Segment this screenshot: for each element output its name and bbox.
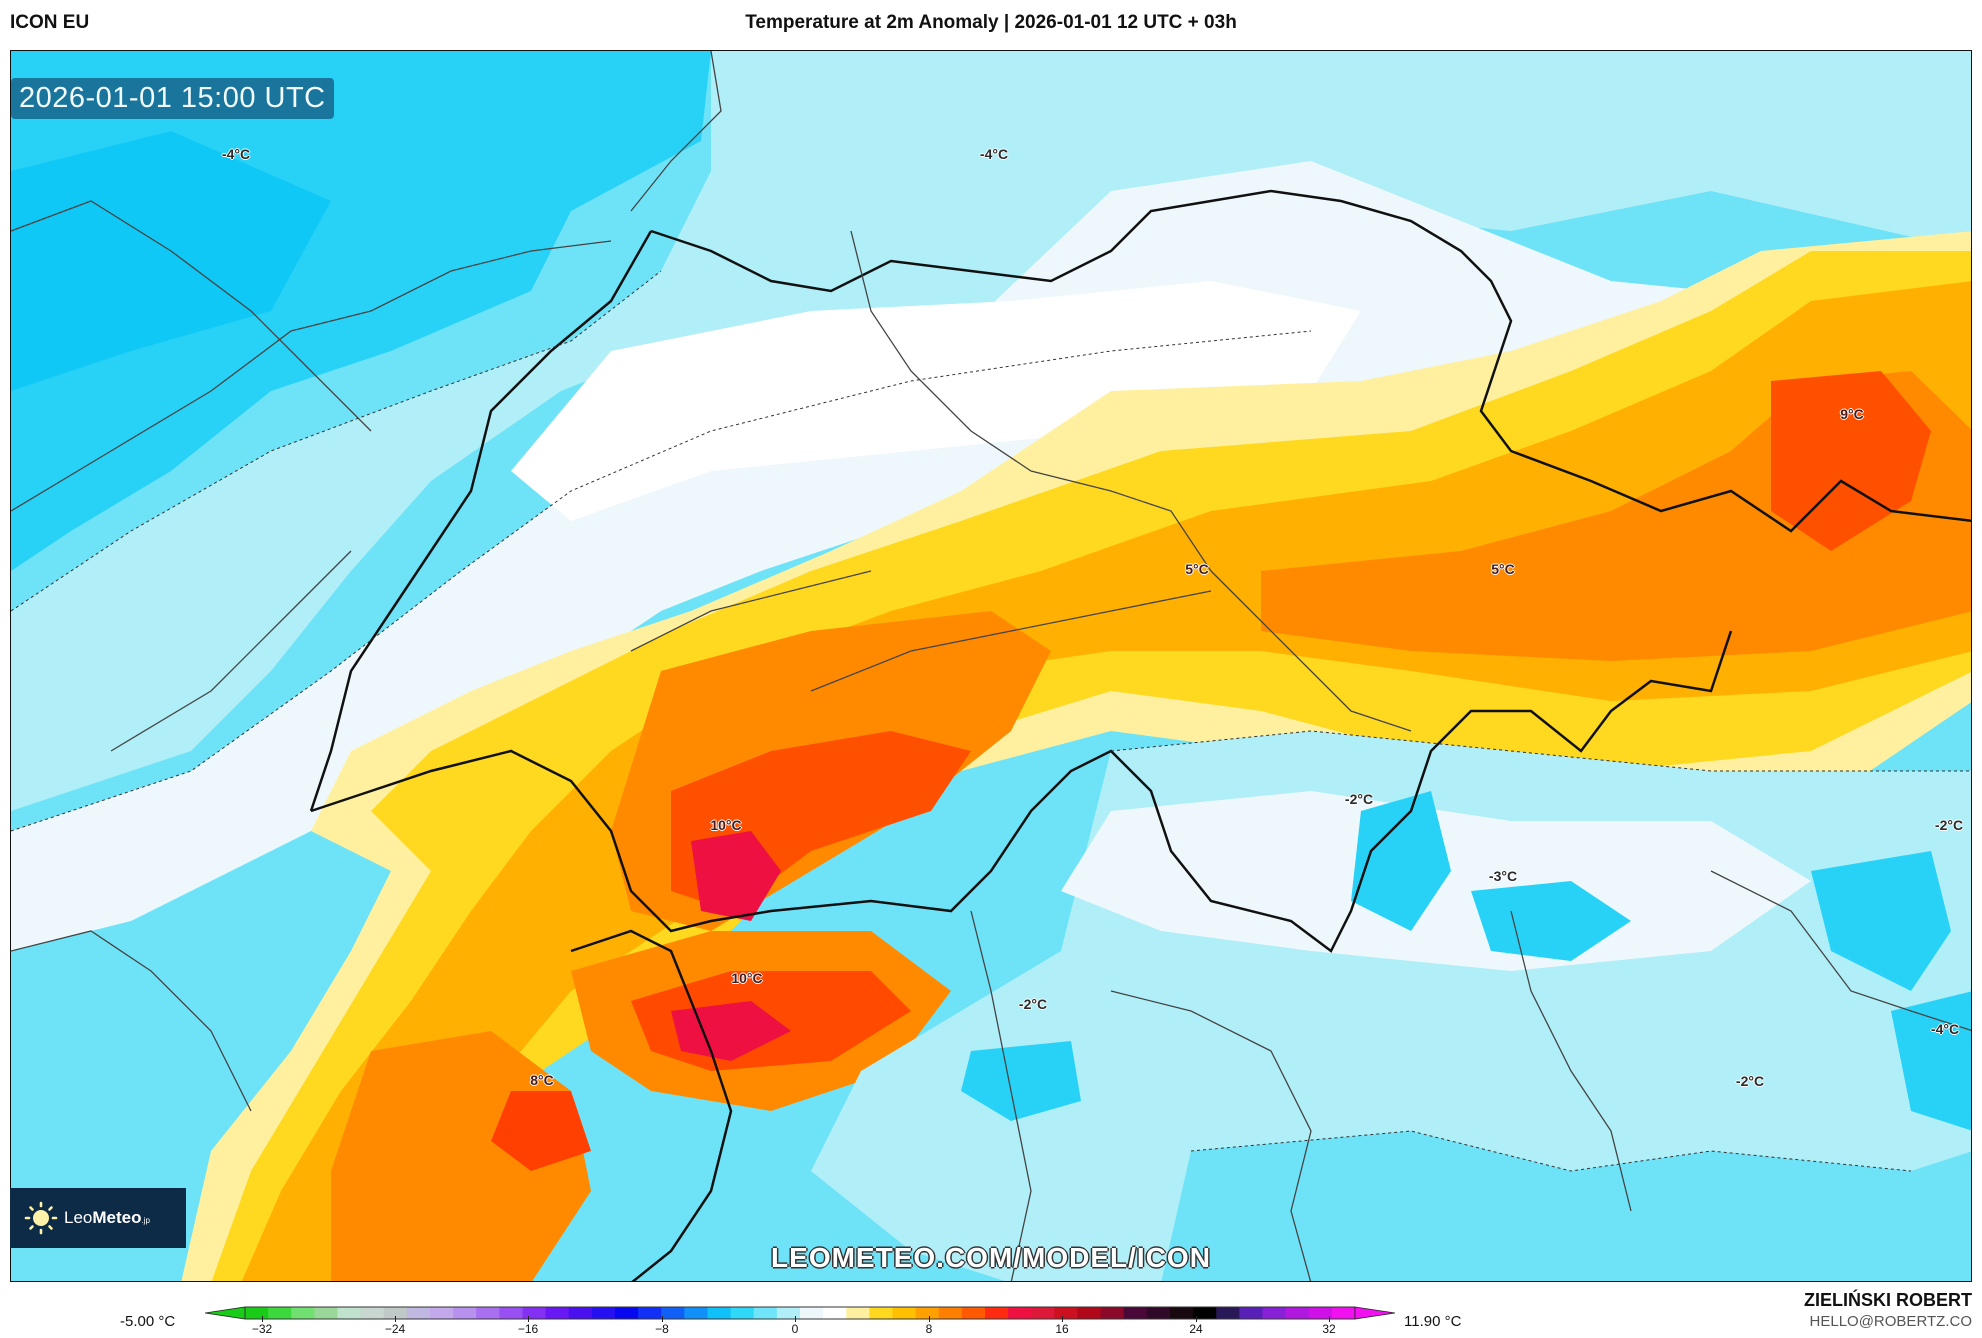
- contour-label: -4°C: [1930, 1021, 1960, 1037]
- model-name: ICON EU: [10, 12, 90, 33]
- contour-label: 5°C: [1185, 561, 1209, 577]
- field-min-label: -5.00 °C: [120, 1313, 176, 1330]
- colorbar-tick-label: −16: [517, 1322, 539, 1336]
- contour-label: 8°C: [530, 1072, 554, 1088]
- colorbar-tick-label: 32: [1322, 1322, 1336, 1336]
- leometeo-logo[interactable]: LeoMeteo.jp: [10, 1188, 186, 1248]
- colorbar-tick-mark: [662, 1316, 663, 1322]
- author-block: ZIELIŃSKI ROBERT HELLO@ROBERTZ.CO: [1804, 1290, 1972, 1330]
- watermark-url: LEOMETEO.COM/MODEL/ICON: [771, 1242, 1211, 1273]
- contour-label: 9°C: [1840, 406, 1864, 422]
- valid-time-badge: 2026-01-01 15:00 UTC: [11, 78, 334, 119]
- field-max-label: 11.90 °C: [1404, 1313, 1462, 1330]
- colorbar-tick-label: −32: [251, 1322, 273, 1336]
- colorbar-tick-label: −24: [384, 1322, 406, 1336]
- contour-label: -2°C: [1018, 996, 1048, 1012]
- contour-label: -2°C: [1934, 817, 1964, 833]
- contour-label: -2°C: [1344, 791, 1374, 807]
- author-email[interactable]: HELLO@ROBERTZ.CO: [1809, 1313, 1972, 1330]
- contour-label: 10°C: [731, 970, 763, 986]
- colorbar-tick-label: −8: [655, 1322, 669, 1336]
- colorbar-tick-mark: [1329, 1316, 1330, 1322]
- colorbar-tick-mark: [795, 1316, 796, 1322]
- colorbar-tick-label: 16: [1055, 1322, 1069, 1336]
- sun-icon: [24, 1201, 58, 1235]
- colorbar-tick-mark: [1062, 1316, 1063, 1322]
- contour-label: -4°C: [221, 146, 251, 162]
- chart-title: Temperature at 2m Anomaly | 2026-01-01 1…: [745, 12, 1237, 33]
- map-field: [11, 51, 1971, 1281]
- contour-label: 10°C: [710, 817, 742, 833]
- contour-label: -3°C: [1488, 868, 1518, 884]
- colorbar-tick-label: 0: [791, 1322, 799, 1336]
- colorbar-tick-mark: [1196, 1316, 1197, 1322]
- colorbar-tick-mark: [929, 1316, 930, 1322]
- colorbar: [205, 1306, 1395, 1320]
- contour-label: -4°C: [979, 146, 1009, 162]
- author-name: ZIELIŃSKI ROBERT: [1803, 1290, 1972, 1310]
- logo-text: LeoMeteo.jp: [64, 1208, 150, 1227]
- contour-label: -2°C: [1735, 1073, 1765, 1089]
- colorbar-tick-mark: [262, 1316, 263, 1322]
- colorbar-tick-mark: [395, 1316, 396, 1322]
- colorbar-tick-mark: [528, 1316, 529, 1322]
- temperature-anomaly-map[interactable]: 2026-01-01 15:00 UTC -4°C -4°C 9°C 5°C 5°C 10…: [10, 50, 1972, 1282]
- colorbar-tick-label: 24: [1189, 1322, 1203, 1336]
- colorbar-tick-label: 8: [925, 1322, 933, 1336]
- contour-label: 5°C: [1491, 561, 1515, 577]
